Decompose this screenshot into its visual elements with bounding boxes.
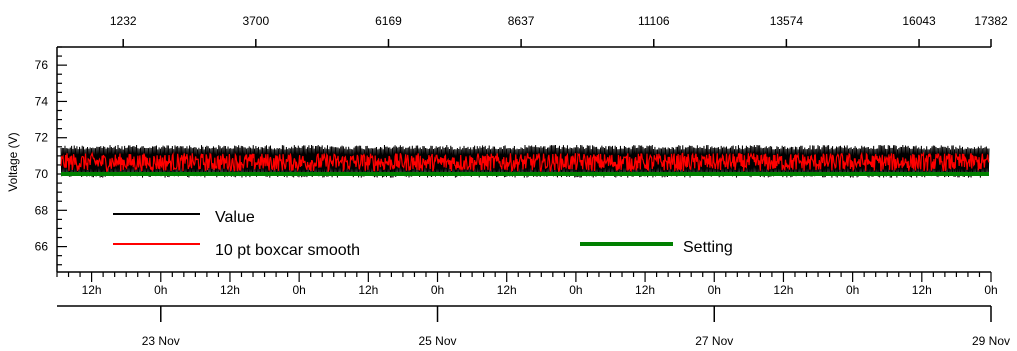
hour-axis-tick-label: 0h: [846, 283, 859, 297]
top-axis-tick-label: 8637: [508, 14, 535, 28]
legend-label: Setting: [683, 239, 733, 256]
y-axis-tick-label: 74: [35, 94, 49, 108]
hour-axis-tick-label: 12h: [773, 283, 793, 297]
hour-axis-tick-label: 12h: [635, 283, 655, 297]
hour-axis-tick-label: 0h: [292, 283, 305, 297]
top-axis-tick-label: 17382: [974, 14, 1008, 28]
day-axis-tick-label: 25 Nov: [419, 334, 457, 348]
plot-area: [60, 144, 990, 178]
hour-axis-tick-label: 12h: [220, 283, 240, 297]
y-axis-tick-label: 68: [35, 203, 49, 217]
legend-label: 10 pt boxcar smooth: [215, 242, 360, 259]
top-axis-tick-label: 11106: [638, 14, 670, 28]
axes: 1232 3700 6169 8637 11106 13574 16043 17382 66 68…: [35, 14, 1010, 348]
y-axis-tick-label: 70: [35, 167, 49, 181]
legend: Value 10 pt boxcar smooth Setting: [113, 209, 733, 259]
hour-axis-tick-label: 0h: [569, 283, 582, 297]
y-axis-tick-label: 76: [35, 58, 49, 72]
day-axis-tick-label: 29 Nov: [972, 334, 1010, 348]
hour-axis-tick-label: 12h: [82, 283, 102, 297]
top-axis-tick-label: 3700: [242, 14, 269, 28]
y-axis-tick-label: 72: [35, 131, 49, 145]
top-axis-tick-label: 6169: [375, 14, 402, 28]
hour-axis-tick-label: 0h: [984, 283, 997, 297]
day-axis-tick-label: 23 Nov: [142, 334, 180, 348]
y-axis-label: Voltage (V): [6, 132, 20, 191]
hour-axis-tick-label: 0h: [431, 283, 444, 297]
hour-axis-tick-label: 0h: [708, 283, 721, 297]
hour-axis-tick-label: 0h: [154, 283, 167, 297]
series-10-pt-boxcar-smooth-line: [60, 151, 990, 174]
top-axis-tick-label: 16043: [902, 14, 936, 28]
day-axis-tick-label: 27 Nov: [695, 334, 733, 348]
hour-axis-tick-label: 12h: [358, 283, 378, 297]
legend-label: Value: [215, 209, 255, 226]
y-axis-tick-label: 66: [35, 240, 49, 254]
top-axis-tick-label: 13574: [770, 14, 804, 28]
hour-axis-tick-label: 12h: [912, 283, 932, 297]
hour-axis-tick-label: 12h: [497, 283, 517, 297]
top-axis-tick-label: 1232: [110, 14, 137, 28]
